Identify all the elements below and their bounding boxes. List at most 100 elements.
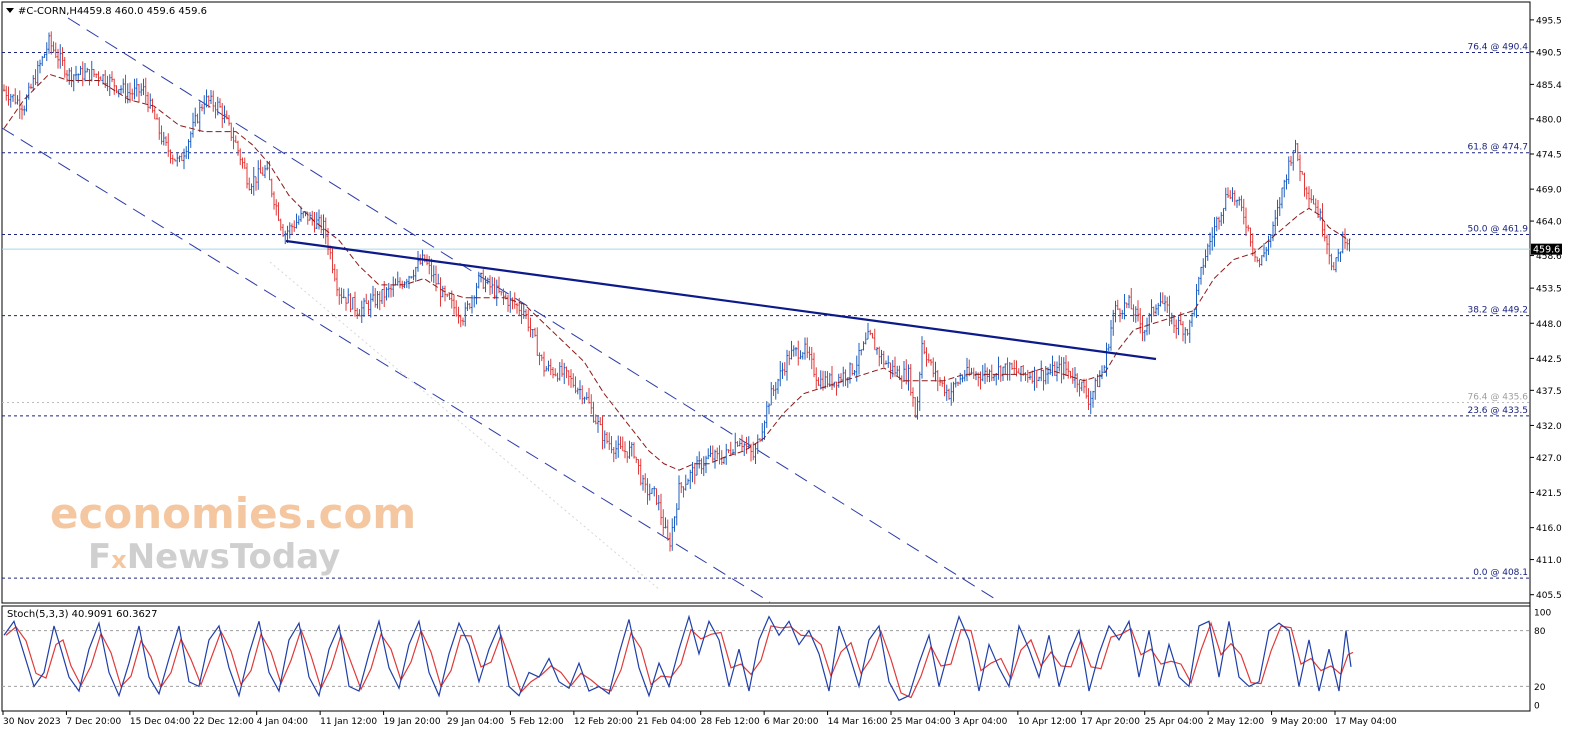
ohlc-bar [916, 396, 919, 420]
ohlc-bar [653, 486, 656, 497]
ohlc-bar [963, 370, 966, 382]
ohlc-bar [763, 420, 766, 440]
ohlc-bar [567, 370, 570, 386]
ohlc-bar [484, 275, 487, 293]
ohlc-bar [169, 149, 172, 164]
ohlc-bar [765, 401, 768, 428]
ohlc-bar [516, 302, 518, 314]
ohlc-values: 459.8 460.0 459.6 459.6 [83, 6, 207, 17]
ohlc-bar [340, 287, 343, 304]
ohlc-bar [1170, 312, 1173, 325]
ohlc-bar [1173, 315, 1175, 333]
ohlc-bar [680, 482, 683, 494]
ohlc-bar [1155, 304, 1157, 315]
ohlc-bar [282, 223, 284, 237]
ohlc-bar [932, 357, 935, 378]
ohlc-bar [1092, 390, 1094, 408]
ohlc-bar [952, 381, 955, 402]
ohlc-bar [565, 366, 568, 379]
time-tick-label: 17 Apr 20:00 [1081, 717, 1140, 727]
ohlc-bar [32, 75, 35, 92]
ohlc-bar [981, 364, 984, 382]
ohlc-bar [1186, 328, 1189, 336]
ohlc-bar [50, 31, 53, 55]
ohlc-bar [525, 309, 527, 320]
fib-level-label: 23.6 @ 433.5 [1467, 406, 1528, 416]
ohlc-bar [16, 95, 19, 105]
time-tick-label: 10 Apr 12:00 [1018, 717, 1077, 727]
ohlc-bar [1272, 221, 1274, 242]
time-tick-label: 29 Jan 04:00 [447, 717, 504, 727]
ohlc-bar [885, 360, 887, 365]
ohlc-bar [1202, 258, 1205, 275]
ohlc-bar [666, 519, 669, 541]
ohlc-bar [705, 455, 707, 474]
ohlc-bar [446, 293, 449, 298]
ohlc-bar [648, 483, 651, 501]
ohlc-bar [538, 352, 541, 366]
ohlc-bar [428, 255, 431, 275]
ohlc-bar [709, 445, 712, 458]
ohlc-bar [174, 158, 176, 162]
header-dropdown-icon[interactable] [6, 8, 14, 13]
time-tick-label: 2 May 12:00 [1208, 717, 1264, 727]
ohlc-bar [801, 352, 804, 360]
ohlc-bar [637, 458, 640, 475]
ohlc-bar [93, 68, 95, 78]
ohlc-bar [723, 457, 725, 465]
ohlc-bar [95, 73, 98, 78]
ohlc-bar [99, 76, 102, 81]
price-tick-label: 469.0 [1536, 186, 1562, 196]
ohlc-bar [1150, 299, 1153, 323]
ohlc-bar [327, 227, 329, 255]
ohlc-bar [232, 127, 235, 150]
ohlc-bar [165, 136, 167, 146]
price-tick-label: 458.6 [1536, 252, 1562, 262]
ohlc-bar [912, 387, 914, 407]
ohlc-bar [660, 493, 662, 526]
ohlc-bar [90, 60, 93, 82]
ohlc-bar [1308, 186, 1310, 209]
ohlc-bar [354, 291, 356, 317]
price-tick-label: 485.4 [1536, 81, 1562, 91]
ohlc-bar [1191, 312, 1193, 327]
ohlc-bar [570, 369, 572, 388]
ohlc-bar [606, 431, 608, 444]
time-tick-label: 6 Mar 20:00 [764, 717, 819, 727]
price-tick-label: 490.5 [1536, 48, 1562, 58]
ohlc-bar [790, 340, 793, 360]
ohlc-bar [493, 277, 496, 299]
time-tick-label: 3 Apr 04:00 [954, 717, 1007, 727]
ohlc-bar [284, 230, 287, 245]
ohlc-bar [115, 85, 118, 94]
ohlc-bar [842, 366, 845, 387]
ohlc-bar [1053, 361, 1056, 376]
candles [3, 31, 1351, 552]
ohlc-bar [491, 276, 494, 294]
ohlc-bar [1260, 255, 1263, 266]
ohlc-bar [581, 385, 584, 405]
ohlc-bar [851, 363, 854, 376]
ohlc-bar [1013, 359, 1016, 375]
price-tick-label: 495.5 [1536, 16, 1562, 26]
ohlc-bar [167, 133, 170, 157]
stoch-frame [1, 605, 1531, 712]
time-tick-label: 25 Mar 04:00 [891, 717, 951, 727]
ohlc-bar [126, 83, 129, 104]
ohlc-bar [657, 495, 660, 511]
ohlc-bar [558, 362, 561, 381]
ohlc-bar [396, 271, 399, 286]
ohlc-bar [711, 445, 714, 462]
ohlc-bar [41, 55, 44, 67]
ohlc-bar [1269, 233, 1272, 248]
ohlc-bar [603, 430, 606, 449]
ohlc-bar [743, 442, 746, 457]
ohlc-bar [759, 438, 761, 443]
ohlc-bar [554, 368, 557, 377]
ohlc-bar [1071, 367, 1074, 384]
ohlc-bar [756, 434, 759, 455]
ohlc-bar [192, 112, 194, 138]
ohlc-bar [75, 65, 77, 82]
ohlc-bar [408, 275, 410, 289]
